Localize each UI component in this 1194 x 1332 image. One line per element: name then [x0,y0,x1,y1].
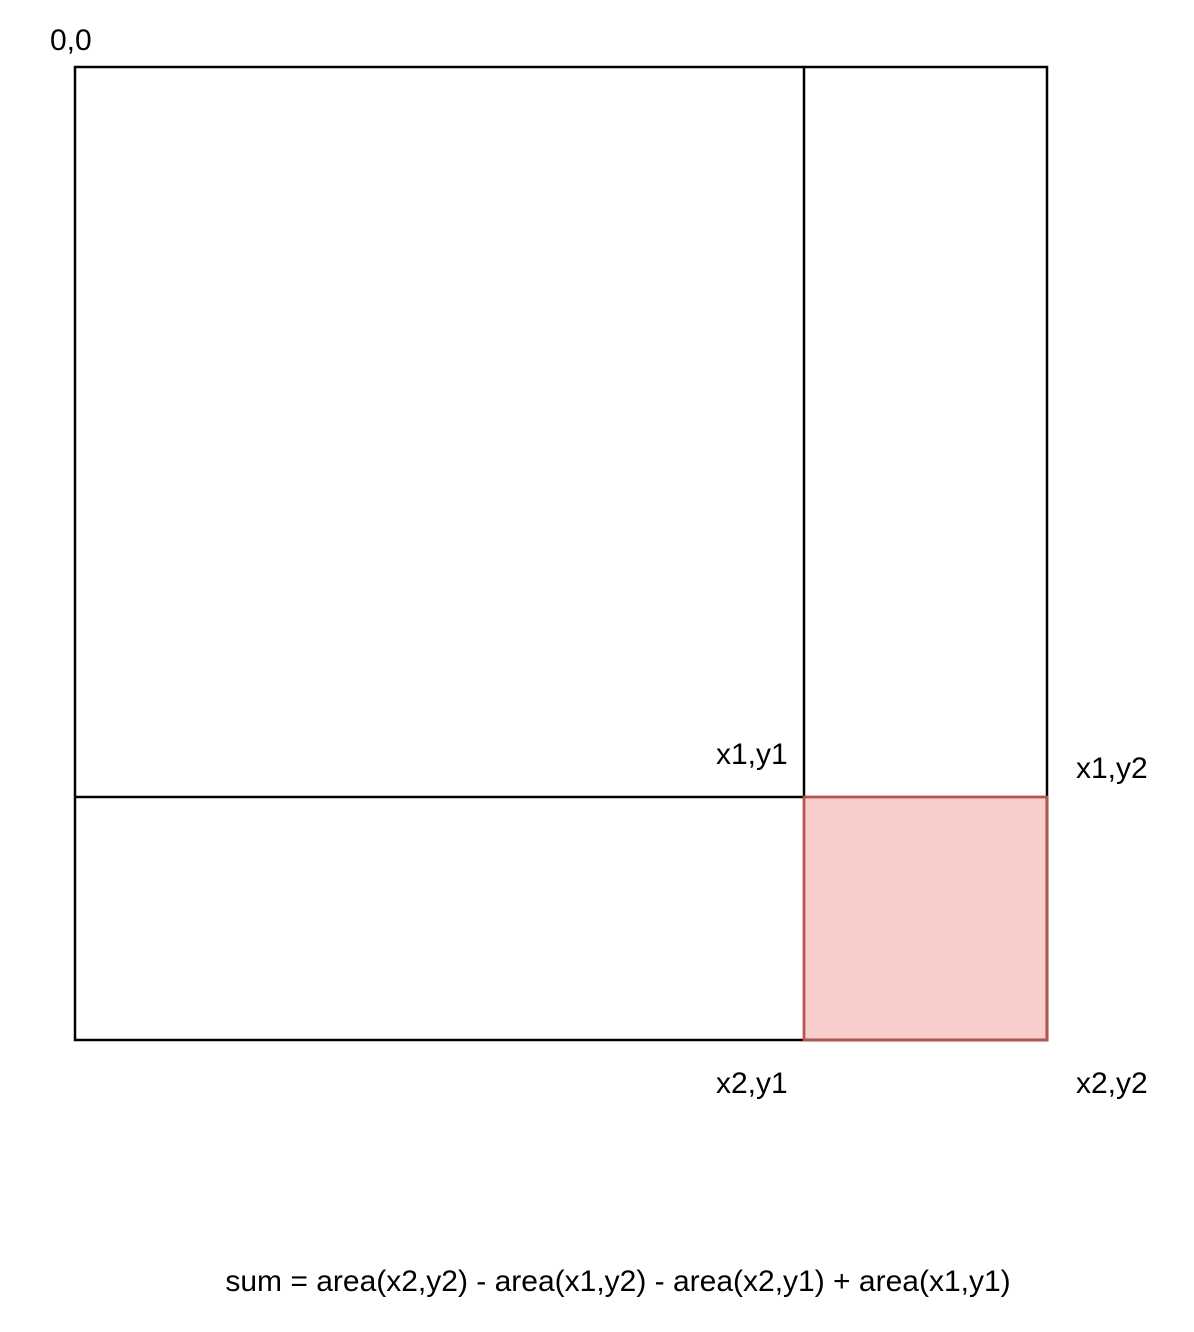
corner-label-x1y1: x1,y1 [716,738,788,771]
sum-formula: sum = area(x2,y2) - area(x1,y2) - area(x… [225,1265,1011,1298]
outer-grid-rect [73,65,1049,1042]
query-region-highlight [802,795,1049,1042]
origin-label: 0,0 [50,24,92,57]
corner-label-x1y2: x1,y2 [1076,752,1148,785]
query-region-border [802,795,1049,1042]
corner-label-x2y2: x2,y2 [1076,1067,1148,1100]
corner-label-x2y1: x2,y1 [716,1067,788,1100]
